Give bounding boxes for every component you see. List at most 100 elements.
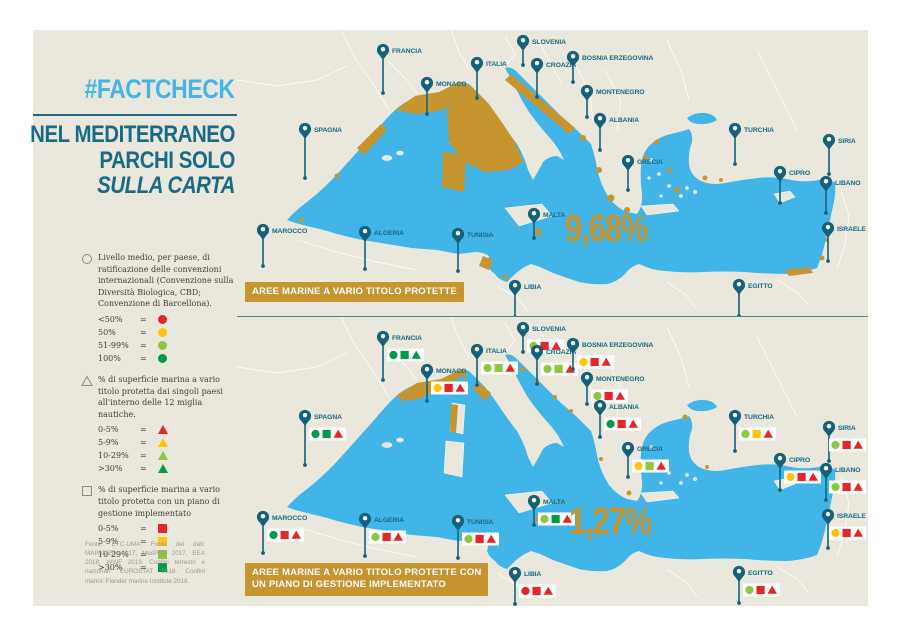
ratification-circle [433,383,442,393]
ratification-circle [464,534,473,544]
protection-triangle [562,514,572,523]
pin-label: LIBIA [524,284,541,291]
map-pin-italia: ITALIA [470,343,518,387]
management-square [322,429,331,439]
management-square [756,585,765,595]
pin-label: FRANCIA [392,335,422,342]
protection-triangle [543,586,553,595]
legend-equals: = [140,536,147,546]
protection-triangle [763,429,773,438]
map-managed-areas: SPAGNA FRANCIA MONACO ITALIA SLOVENIA CROAZIA… [237,316,868,607]
legend-equals: = [140,451,147,461]
pin-label: ALGERIA [374,230,404,237]
protection-triangle [767,585,777,594]
map-pin-siria: SIRIA [822,420,866,463]
management-square [382,532,391,542]
pin-label: MAROCCO [272,515,307,522]
pin-label: LIBANO [835,467,860,474]
legend-entry-label: 5-9% [98,438,119,448]
pin-label: ALBANIA [609,117,639,124]
pin-label: LIBANO [835,180,860,187]
content-panel: #FACTCHECK NEL MEDITERRANEO PARCHI SOLO … [30,30,868,607]
protection-triangle [615,391,625,400]
hashtag-title: #FACTCHECK [84,74,235,104]
legend-swatch-square [158,563,167,573]
map-pin-croazia: CROAZIA [530,57,577,99]
legend-entry: 0-5% = [98,522,241,535]
banner-managed-line-1: AREE MARINE A VARIO TITOLO PROTETTE CON [252,567,482,578]
protection-triangle [656,461,666,470]
legend-equals: = [140,340,147,350]
protection-triangle [411,350,421,359]
legend-entry: 5-9% = [98,436,241,449]
protection-triangle [628,419,638,428]
ratification-circle [606,419,615,429]
pin-label: ITALIA [486,348,507,355]
legend-section-text: % di superficie marina a vario titolo pr… [98,485,220,518]
title-line-2: PARCHI SOLO [99,146,236,174]
legend-section-square: % di superficie marina a vario titolo pr… [81,484,241,574]
legend-section-text: % di superficie marina a vario titolo pr… [98,374,223,419]
pin-label: ALBANIA [609,404,639,411]
banner-protected-areas: AREE MARINE A VARIO TITOLO PROTETTE [245,282,464,303]
management-square [645,461,654,471]
legend-swatch-triangle [158,451,168,461]
pin-label: SLOVENIA [532,39,566,46]
banner-managed-line-2: UN PIANO DI GESTIONE IMPLEMENTATO [252,579,446,591]
title-line-3: SULLA CARTA [97,172,235,200]
legend-entry: 10-29% = [98,449,241,462]
pin-label: LIBIA [524,571,541,578]
pin-label: MONTENEGRO [596,376,644,383]
pin-label: EGITTO [748,570,773,577]
percentage-protected: 9,68% [565,208,648,250]
legend-swatch-circle [158,353,167,363]
legend-entry-label: >30% [98,562,123,572]
legend-entry: >30% = [98,561,241,574]
legend-entry: 51-99% = [98,339,241,352]
map-pin-malta: MALTA [527,207,566,240]
ratification-circle [745,585,754,595]
legend-swatch-circle [158,327,167,337]
map-pin-turchia: TURCHIA [728,409,776,453]
ratification-circle [371,532,380,542]
management-square [842,528,851,538]
pin-label: TURCHIA [744,414,774,421]
map-pin-israele: ISRAELE [821,221,866,263]
pin-label: TURCHIA [744,127,774,134]
map-pin-turchia: TURCHIA [728,122,774,166]
pin-label: TUNISIA [467,232,494,239]
protection-triangle [601,357,611,366]
pin-label: MALTA [543,499,565,506]
map-pin-cipro: CIPRO [773,165,810,205]
legend-swatch-circle [158,340,167,350]
map-pin-libia: LIBIA [508,279,542,316]
legend-swatch-square [158,550,167,560]
ratification-circle [483,363,492,373]
legend-swatch-triangle [158,464,168,474]
pin-label: MONACO [436,81,466,88]
protection-triangle [551,341,561,350]
legend-entry-label: 0-5% [98,425,119,435]
map-pin-libano: LIBANO [819,175,861,215]
map-pin-egitto: EGITTO [732,278,773,316]
protection-triangle [808,472,818,481]
map-pin-cipro: CIPRO [773,452,821,492]
ratification-circle [831,440,840,450]
management-square [400,350,409,360]
legend-swatch-square [158,524,167,534]
protection-triangle [455,383,465,392]
map-pin-italia: ITALIA [470,56,507,100]
pin-label: CROAZIA [546,62,576,69]
ratification-circle [521,586,530,596]
map-pin-libia: LIBIA [508,566,556,606]
pin-label: MONTENEGRO [596,89,644,96]
legend-entry-label: 100% [98,353,121,363]
map-pin-bosnia-erzegovina: BOSNIA ERZEGOVINA [566,50,654,84]
legend-entry-label: 10-29% [98,451,129,461]
map-pin-tunisia: TUNISIA [451,227,494,273]
ratification-circle [634,461,643,471]
legend-equals: = [140,523,147,533]
legend-entry: 5-9% = [98,535,241,548]
ratification-circle [831,482,840,492]
map-pin-marocco: MAROCCO [256,223,307,268]
